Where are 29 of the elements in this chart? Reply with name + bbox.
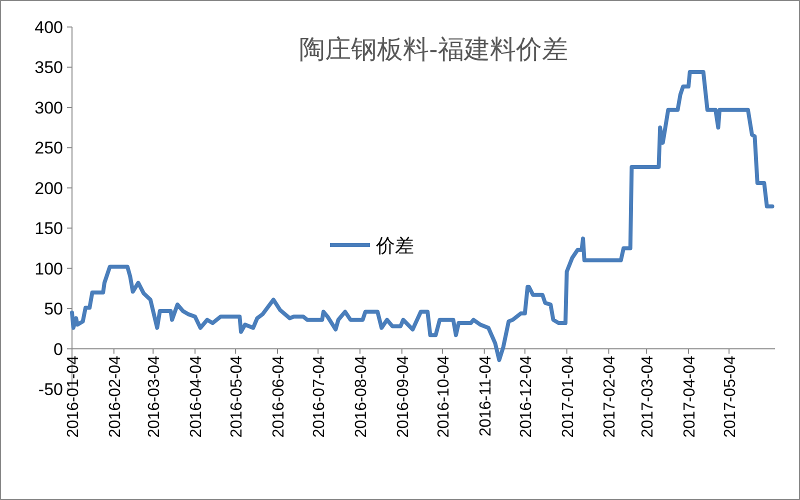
x-tick-label: 2017-05-04 <box>722 356 740 438</box>
legend-label: 价差 <box>375 236 414 257</box>
x-tick-label: 2016-06-04 <box>270 356 288 438</box>
chart-title: 陶庄钢板料-福建料价差 <box>299 34 568 64</box>
x-tick-label: 2016-08-04 <box>352 356 370 438</box>
x-tick-label: 2017-03-04 <box>640 356 657 438</box>
x-tick-label: 2016-05-04 <box>228 356 246 438</box>
x-tick-label: 2017-01-04 <box>560 356 577 438</box>
x-tick-label: 2016-12-04 <box>518 356 535 438</box>
y-tick-label: -50 <box>38 380 63 399</box>
y-tick-label: 250 <box>34 138 63 158</box>
x-tick-label: 2016-11-04 <box>477 356 494 436</box>
y-tick-label: 300 <box>34 98 63 118</box>
x-tick-label: 2017-04-04 <box>681 356 698 438</box>
x-tick-label: 2016-10-04 <box>435 356 452 438</box>
x-tick-label: 2016-07-04 <box>311 356 328 438</box>
y-tick-label: 100 <box>34 259 63 278</box>
y-tick-label: 400 <box>34 18 63 37</box>
x-tick-label: 2016-02-04 <box>106 356 124 438</box>
x-tick-label: 2016-09-04 <box>394 356 412 438</box>
x-tick-label: 2016-03-04 <box>146 356 164 438</box>
x-tick-label: 2016-01-04 <box>65 356 82 438</box>
y-tick-label: 200 <box>34 178 63 198</box>
y-tick-label: 50 <box>44 300 63 319</box>
y-tick-label: 350 <box>34 58 63 78</box>
x-tick-label: 2017-02-04 <box>602 356 619 438</box>
x-tick-label: 2016-04-04 <box>188 356 206 438</box>
y-tick-label: 150 <box>34 219 63 238</box>
y-tick-label: 0 <box>54 340 63 359</box>
